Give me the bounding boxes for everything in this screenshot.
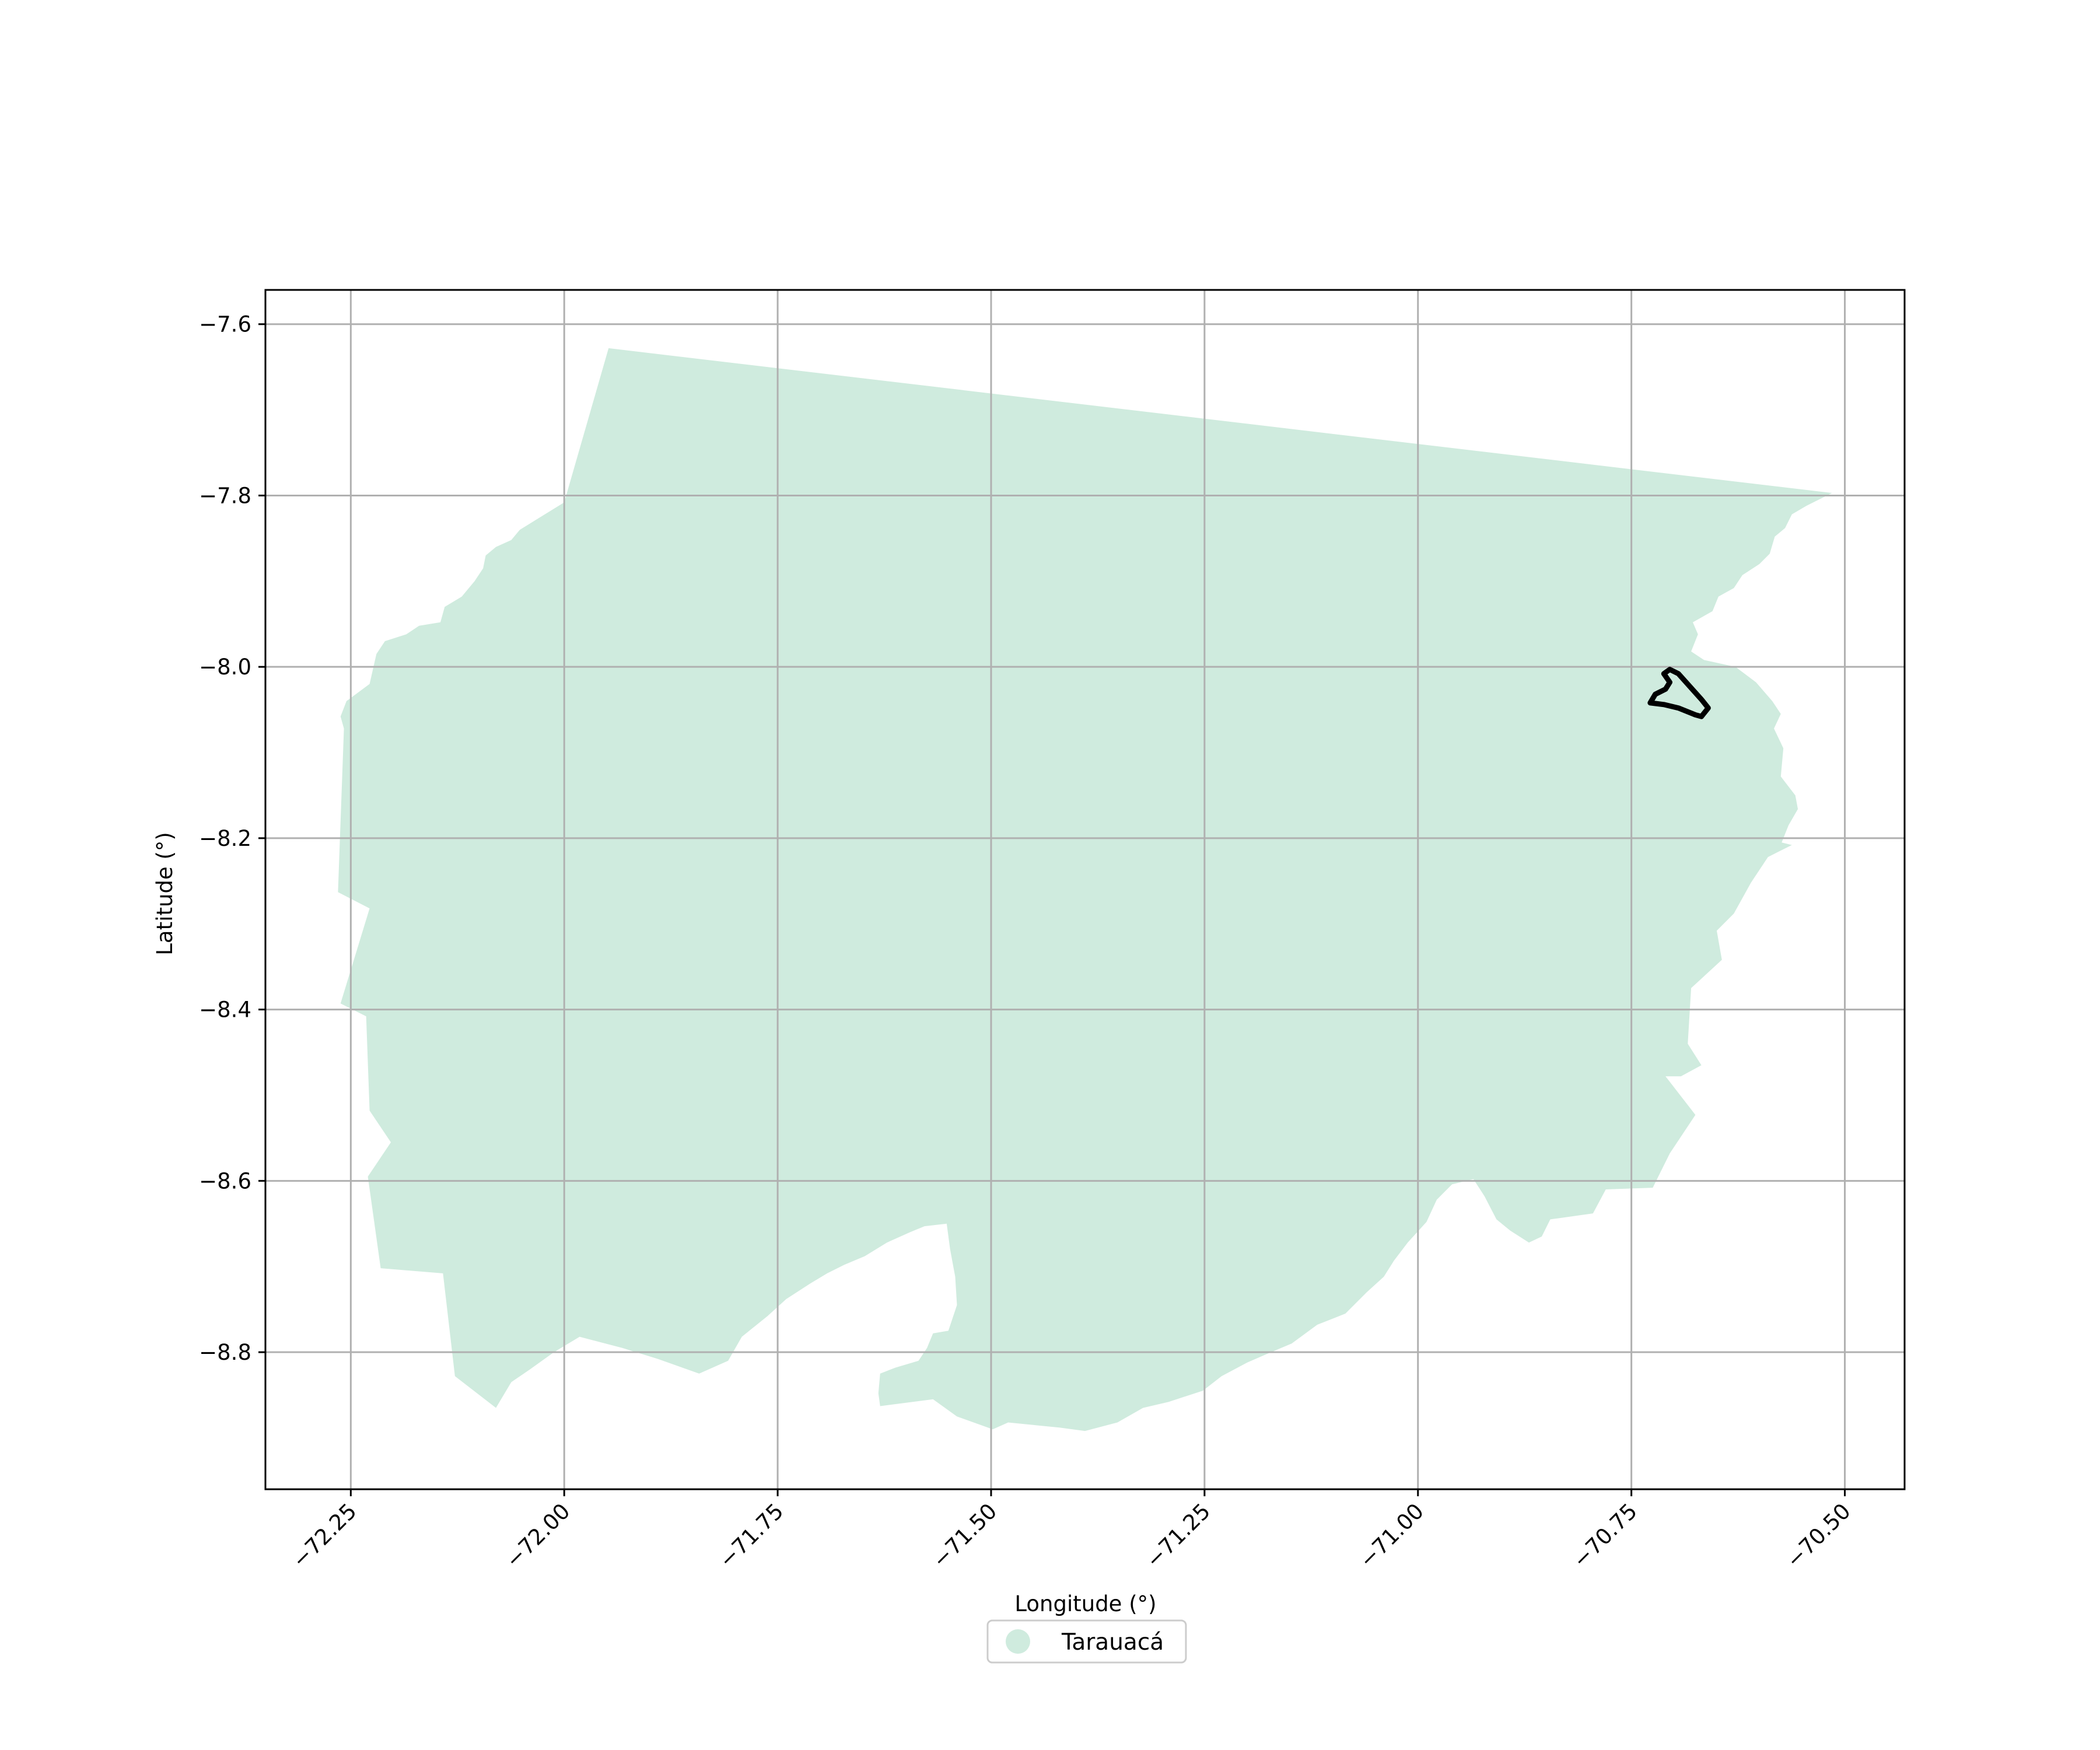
x-axis: −72.25 −72.00 −71.75 −71.50 −71.25 −71.00 −70.… (287, 1489, 1856, 1573)
y-axis: −7.6 −7.8 −8.0 −8.2 −8.4 −8.6 −8.8 (199, 312, 265, 1365)
y-tick-label: −8.2 (199, 826, 251, 851)
region-tarauaca (338, 348, 1832, 1432)
plot-area (264, 289, 1906, 1490)
x-tick-label: −71.75 (714, 1499, 788, 1573)
legend-marker-tarauaca (1006, 1629, 1030, 1654)
x-tick-label: −70.50 (1782, 1499, 1856, 1573)
y-tick-label: −7.6 (199, 312, 251, 337)
x-tick-label: −71.00 (1354, 1499, 1429, 1573)
legend: Tarauacá (986, 1619, 1187, 1664)
legend-frame (986, 1619, 1187, 1664)
y-axis-title: Latitude (°) (152, 832, 177, 955)
y-tick-label: −8.6 (199, 1168, 251, 1194)
outlined-feature (1647, 667, 1711, 719)
y-tick-label: −8.4 (199, 998, 251, 1023)
y-tick-label: −8.0 (199, 654, 251, 680)
x-tick-label: −71.25 (1141, 1499, 1215, 1573)
y-tick-label: −7.8 (199, 483, 251, 508)
legend-label-tarauaca: Tarauacá (1061, 1629, 1164, 1656)
grid-lines (265, 290, 1905, 1489)
x-tick-label: −71.50 (928, 1499, 1002, 1573)
y-tick-label: −8.8 (199, 1340, 251, 1365)
x-tick-label: −72.00 (501, 1499, 575, 1573)
axes-frame (264, 289, 1906, 1490)
x-axis-title: Longitude (°) (1014, 1591, 1156, 1616)
x-tick-label: −72.25 (287, 1499, 361, 1573)
x-tick-label: −70.75 (1568, 1499, 1642, 1573)
